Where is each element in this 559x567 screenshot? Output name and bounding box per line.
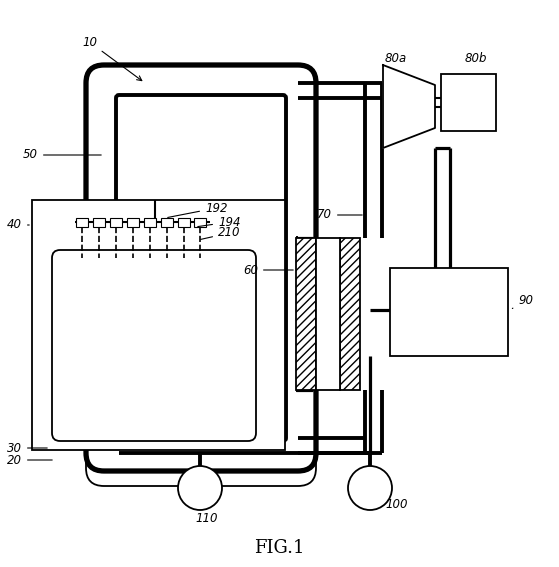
Text: 30: 30 bbox=[7, 442, 47, 455]
Text: 70: 70 bbox=[317, 209, 362, 222]
Bar bbox=[32, 200, 285, 450]
FancyBboxPatch shape bbox=[52, 250, 256, 441]
Text: 90: 90 bbox=[513, 294, 533, 308]
Bar bbox=[194, 218, 206, 227]
Bar bbox=[340, 238, 360, 390]
Text: 80b: 80b bbox=[465, 52, 487, 65]
Bar bbox=[144, 218, 156, 227]
Bar bbox=[161, 218, 173, 227]
Bar bbox=[110, 218, 122, 227]
Text: 192: 192 bbox=[168, 201, 228, 218]
Bar bbox=[390, 268, 508, 356]
Text: 20: 20 bbox=[7, 454, 52, 467]
Bar bbox=[127, 218, 139, 227]
Text: 80a: 80a bbox=[385, 52, 408, 65]
Text: 10: 10 bbox=[82, 36, 142, 81]
Text: 194: 194 bbox=[198, 215, 240, 229]
Text: FIG.1: FIG.1 bbox=[254, 539, 304, 557]
Text: 210: 210 bbox=[201, 226, 240, 239]
Circle shape bbox=[178, 466, 222, 510]
Bar bbox=[93, 218, 105, 227]
Text: 100: 100 bbox=[385, 498, 408, 511]
Text: 40: 40 bbox=[7, 218, 29, 231]
Circle shape bbox=[348, 466, 392, 510]
Bar bbox=[316, 238, 340, 390]
FancyBboxPatch shape bbox=[116, 95, 286, 441]
Bar bbox=[178, 218, 190, 227]
Text: 110: 110 bbox=[195, 511, 217, 524]
FancyBboxPatch shape bbox=[86, 65, 316, 486]
Bar bbox=[296, 238, 316, 390]
Bar bbox=[76, 218, 88, 227]
Polygon shape bbox=[383, 65, 435, 148]
Text: 60: 60 bbox=[243, 264, 293, 277]
Text: 50: 50 bbox=[23, 149, 101, 162]
Bar bbox=[441, 74, 496, 131]
